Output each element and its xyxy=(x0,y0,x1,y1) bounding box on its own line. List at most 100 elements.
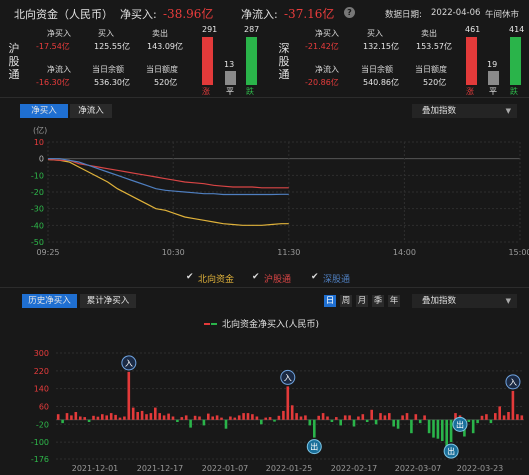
history-bar xyxy=(92,415,95,420)
tab-net-inflow[interactable]: 净流入 xyxy=(70,104,112,118)
sz-flat-bar xyxy=(488,71,499,85)
marker-badge xyxy=(443,443,459,459)
history-bar xyxy=(237,415,241,420)
sz-net-inflow-value: -20.86亿 xyxy=(305,78,339,87)
history-bar xyxy=(242,413,245,420)
intraday-y-unit: (亿) xyxy=(33,125,47,135)
marker-out-icon[interactable]: 出 xyxy=(306,439,322,455)
marker-in-icon[interactable]: 入 xyxy=(505,374,521,390)
sh-up-count: 291 xyxy=(202,25,218,34)
history-bar xyxy=(268,417,272,420)
series-line-sz xyxy=(48,158,289,196)
period-day[interactable]: 日 xyxy=(324,295,336,307)
history-bar xyxy=(140,410,144,420)
legend-red-swatch xyxy=(204,322,210,325)
history-bar xyxy=(388,413,391,420)
history-bar xyxy=(215,415,219,420)
y-tick-label: 300 xyxy=(34,349,49,358)
history-bar xyxy=(79,416,82,420)
x-tick-label: 09:25 xyxy=(36,248,59,257)
legend-sz[interactable]: 深股通 xyxy=(311,272,351,286)
history-bar xyxy=(295,413,298,420)
sz-net-buy-value: -21.42亿 xyxy=(305,42,339,51)
y-tick-label: 60 xyxy=(39,402,49,411)
marker-in-icon[interactable]: 入 xyxy=(280,369,296,385)
history-bar xyxy=(246,413,250,420)
history-bar xyxy=(348,415,351,420)
history-bar xyxy=(326,416,329,420)
history-bar xyxy=(207,413,210,420)
history-bar xyxy=(494,413,497,420)
checkbox-icon[interactable] xyxy=(252,272,260,283)
history-bar xyxy=(251,414,254,420)
marker-text: 入 xyxy=(284,373,292,382)
legend-north[interactable]: 北向资金 xyxy=(186,272,235,286)
sz-up-label: 涨 xyxy=(466,87,474,96)
chevron-down-icon: ▼ xyxy=(505,107,511,115)
checkbox-icon[interactable] xyxy=(186,272,194,283)
period-month[interactable]: 月 xyxy=(356,295,368,307)
history-bar xyxy=(343,415,347,420)
history-bar xyxy=(184,415,188,420)
history-bar xyxy=(304,415,307,420)
x-tick-label: 2021-12-17 xyxy=(137,464,184,473)
legend-green-swatch xyxy=(211,322,217,325)
history-bar xyxy=(158,413,161,420)
marker-out-icon[interactable]: 出 xyxy=(443,443,459,459)
history-bar xyxy=(423,415,426,420)
divider xyxy=(0,287,529,288)
marker-out-icon[interactable]: 出 xyxy=(452,416,468,432)
date-value: 2022-04-06 xyxy=(431,8,481,18)
history-bar xyxy=(352,419,356,427)
legend-sz-label: 深股通 xyxy=(323,275,351,285)
history-bar xyxy=(282,410,285,420)
history-bar xyxy=(502,415,506,420)
period-week[interactable]: 周 xyxy=(340,295,352,307)
intraday-grid xyxy=(47,141,521,243)
sh-down-bar xyxy=(246,37,257,85)
marker-text: 入 xyxy=(509,378,517,387)
history-bar xyxy=(127,371,131,420)
legend-north-label: 北向资金 xyxy=(198,275,235,285)
history-bar xyxy=(145,414,148,420)
history-bar xyxy=(162,415,166,420)
history-bar xyxy=(374,419,378,425)
question-circle-icon[interactable]: ? xyxy=(344,7,355,18)
sh-net-inflow-label: 净流入 xyxy=(47,65,71,74)
history-bar xyxy=(436,419,440,439)
history-bar xyxy=(255,416,259,420)
series-line-north xyxy=(47,158,289,226)
period-quarter[interactable]: 季 xyxy=(372,295,384,307)
y-tick-label: 220 xyxy=(34,367,49,376)
checkbox-icon[interactable] xyxy=(311,272,319,283)
history-bar xyxy=(189,419,192,428)
period-year[interactable]: 年 xyxy=(388,295,400,307)
history-bar xyxy=(273,419,276,422)
history-bar xyxy=(83,417,86,420)
intraday-y-axis: 10 0 -10 -20 -30 -40 -50 xyxy=(31,138,44,247)
overlay-index-dropdown[interactable]: 叠加指数 ▼ xyxy=(412,104,517,118)
marker-text: 出 xyxy=(310,442,318,452)
sz-down-label: 跌 xyxy=(510,87,518,96)
sz-flat-count: 19 xyxy=(487,60,498,69)
sh-flat-label: 平 xyxy=(226,87,234,96)
legend-sh[interactable]: 沪股通 xyxy=(252,272,291,286)
sz-sell-value: 153.57亿 xyxy=(416,42,452,51)
y-tick-label: -50 xyxy=(31,238,44,247)
history-bar xyxy=(396,419,400,429)
history-bar xyxy=(131,407,135,420)
sz-sell-label: 卖出 xyxy=(421,29,437,38)
tab-cumulative-net-buy[interactable]: 累计净买入 xyxy=(80,294,136,308)
history-bar xyxy=(321,413,325,420)
history-bar xyxy=(313,419,316,438)
history-bar xyxy=(149,413,153,420)
tab-net-buy[interactable]: 净买入 xyxy=(20,104,68,118)
history-bar xyxy=(317,415,320,420)
history-overlay-index-dropdown[interactable]: 叠加指数 ▼ xyxy=(412,294,517,308)
history-bar xyxy=(392,419,395,427)
history-bar xyxy=(476,419,479,424)
marker-in-icon[interactable]: 入 xyxy=(121,355,137,371)
history-bar xyxy=(489,419,493,424)
history-legend: 北向资金净买入(人民币) xyxy=(204,317,319,330)
tab-history-net-buy[interactable]: 历史净买入 xyxy=(22,294,77,308)
